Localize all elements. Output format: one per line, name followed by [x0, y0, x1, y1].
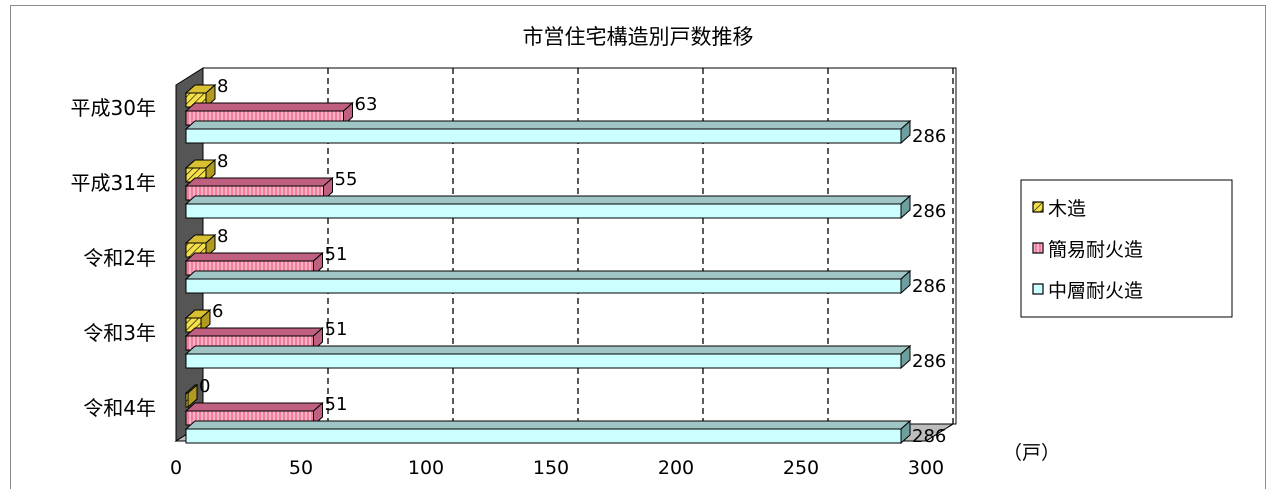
- data-label: 8: [217, 76, 228, 97]
- category-label: 平成30年: [71, 96, 156, 120]
- legend-label: 木造: [1048, 198, 1086, 220]
- unit-label: （戸）: [1003, 442, 1060, 464]
- data-label: 51: [325, 394, 348, 415]
- data-label: 0: [199, 376, 210, 397]
- data-label: 63: [355, 94, 378, 115]
- category-label: 令和2年: [83, 246, 156, 270]
- legend-swatch: [1032, 201, 1044, 213]
- data-label: 286: [912, 426, 946, 447]
- data-label: 8: [217, 151, 228, 172]
- x-tick-label: 200: [658, 457, 694, 479]
- data-label: 51: [325, 319, 348, 340]
- bar-top: [184, 120, 912, 130]
- data-label: 286: [912, 276, 946, 297]
- category-label: 令和4年: [83, 396, 156, 420]
- data-label: 286: [912, 351, 946, 372]
- chart-frame: [10, 5, 1266, 489]
- data-label: 6: [212, 301, 223, 322]
- data-label: 286: [912, 201, 946, 222]
- bar-中層耐火造-平成31年: [185, 203, 902, 219]
- bar-top: [184, 177, 334, 187]
- bar-top: [184, 102, 354, 112]
- legend-swatch: [1032, 283, 1044, 295]
- x-tick-label: 0: [170, 457, 182, 479]
- bar-top: [184, 402, 324, 412]
- category-label: 令和3年: [83, 321, 156, 345]
- bar-top: [184, 345, 912, 355]
- data-label: 51: [325, 244, 348, 265]
- legend: [1020, 179, 1233, 318]
- bar-中層耐火造-平成30年: [185, 128, 902, 144]
- data-label: 55: [335, 169, 358, 190]
- data-label: 8: [217, 226, 228, 247]
- chart-title: 市営住宅構造別戸数推移: [523, 25, 754, 49]
- bar-木造-令和4年: [185, 392, 189, 408]
- x-tick-label: 250: [783, 457, 819, 479]
- legend-label: 簡易耐火造: [1048, 239, 1143, 261]
- x-tick-label: 50: [289, 457, 313, 479]
- bar-中層耐火造-令和4年: [185, 428, 902, 444]
- bar-top: [184, 270, 912, 280]
- category-label: 平成31年: [71, 171, 156, 195]
- data-label: 286: [912, 126, 946, 147]
- bar-中層耐火造-令和2年: [185, 278, 902, 294]
- legend-swatch: [1032, 242, 1044, 254]
- legend-label: 中層耐火造: [1048, 280, 1143, 302]
- bar-中層耐火造-令和3年: [185, 353, 902, 369]
- x-tick-label: 300: [908, 457, 944, 479]
- bar-top: [184, 252, 324, 262]
- x-tick-label: 100: [408, 457, 444, 479]
- bar-top: [184, 327, 324, 337]
- x-tick-label: 150: [533, 457, 569, 479]
- bar-top: [184, 420, 912, 430]
- bar-top: [184, 195, 912, 205]
